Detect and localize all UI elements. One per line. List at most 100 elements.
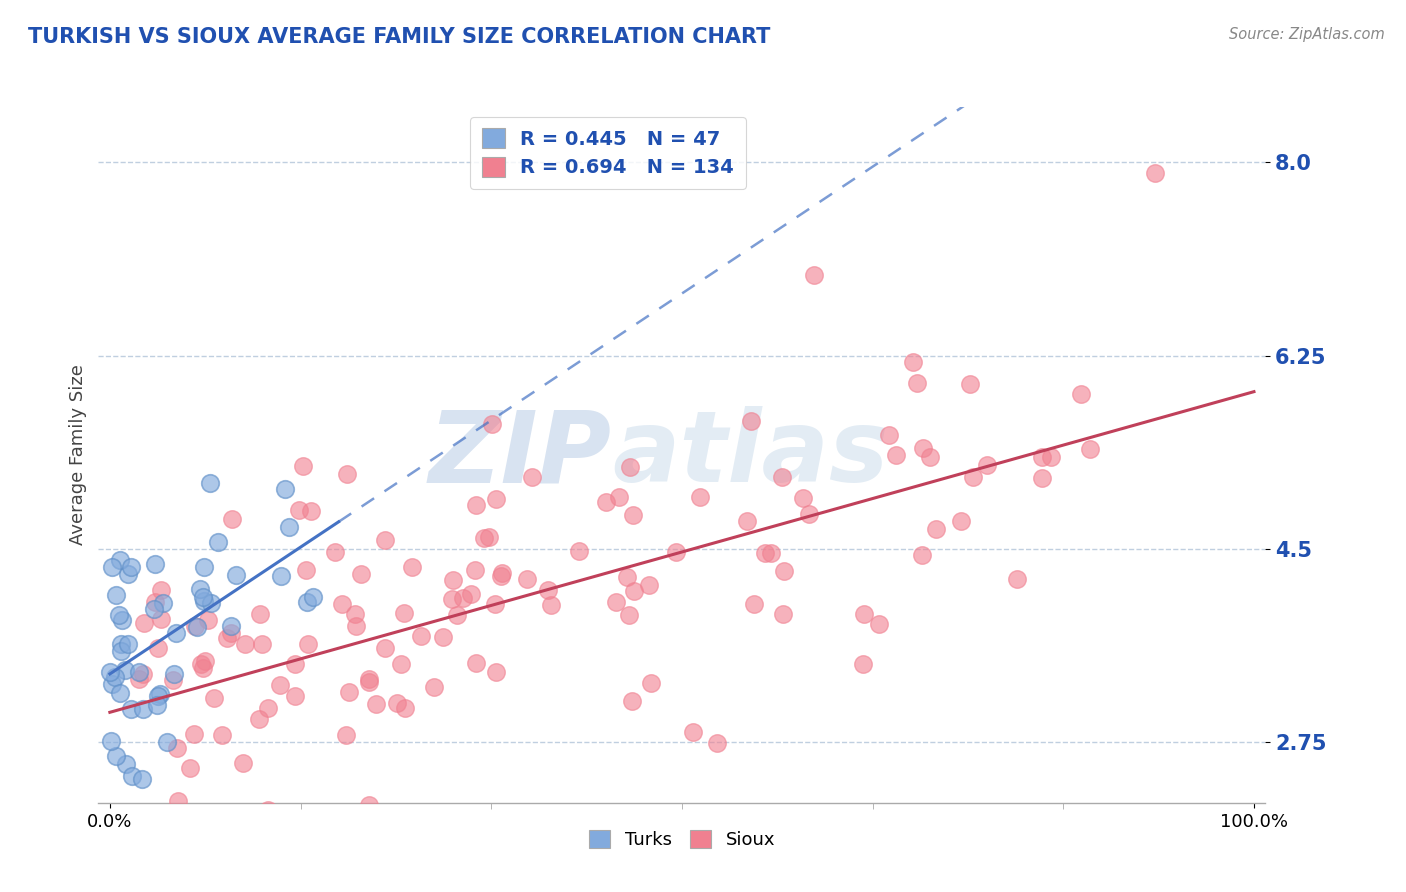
Point <box>186 620 208 634</box>
Point <box>374 641 396 656</box>
Point <box>1070 387 1092 401</box>
Point <box>350 567 373 582</box>
Point <box>392 606 415 620</box>
Point <box>911 442 934 456</box>
Point <box>194 654 217 668</box>
Point <box>411 629 433 643</box>
Point <box>111 613 134 627</box>
Point <box>108 686 131 700</box>
Point <box>179 761 201 775</box>
Point <box>287 503 309 517</box>
Point <box>278 520 301 534</box>
Point <box>299 504 322 518</box>
Point <box>374 533 396 547</box>
Point <box>143 557 166 571</box>
Point <box>270 568 292 582</box>
Point <box>520 470 543 484</box>
Point <box>665 545 688 559</box>
Point <box>1005 572 1028 586</box>
Point <box>163 667 186 681</box>
Point <box>689 491 711 505</box>
Point <box>225 568 247 582</box>
Point <box>297 637 319 651</box>
Point <box>191 590 214 604</box>
Point <box>344 619 367 633</box>
Point <box>884 449 907 463</box>
Point <box>478 530 501 544</box>
Point <box>1078 442 1101 456</box>
Point <box>132 667 155 681</box>
Point <box>105 749 128 764</box>
Point <box>516 572 538 586</box>
Point <box>389 657 412 671</box>
Point <box>640 676 662 690</box>
Y-axis label: Average Family Size: Average Family Size <box>69 365 87 545</box>
Point <box>302 591 325 605</box>
Point <box>770 470 793 484</box>
Point <box>918 450 941 465</box>
Point <box>221 512 243 526</box>
Point <box>193 660 215 674</box>
Point <box>257 803 280 817</box>
Point <box>460 587 482 601</box>
Point <box>754 546 776 560</box>
Point <box>1039 450 1062 465</box>
Legend: Turks, Sioux: Turks, Sioux <box>581 823 783 856</box>
Point <box>464 563 486 577</box>
Point <box>183 727 205 741</box>
Point <box>117 566 139 581</box>
Point <box>394 701 416 715</box>
Point <box>146 640 169 655</box>
Point <box>366 697 388 711</box>
Point <box>173 871 195 885</box>
Point <box>540 599 562 613</box>
Point <box>616 570 638 584</box>
Point <box>962 470 984 484</box>
Point <box>359 675 381 690</box>
Point <box>903 354 925 368</box>
Point <box>595 495 617 509</box>
Point <box>145 698 167 712</box>
Point <box>359 797 381 812</box>
Point <box>146 689 169 703</box>
Point <box>537 583 560 598</box>
Point <box>197 613 219 627</box>
Text: TURKISH VS SIOUX AVERAGE FAMILY SIZE CORRELATION CHART: TURKISH VS SIOUX AVERAGE FAMILY SIZE COR… <box>28 27 770 46</box>
Point <box>905 376 928 391</box>
Point <box>110 644 132 658</box>
Point <box>489 569 512 583</box>
Point <box>481 417 503 431</box>
Point <box>204 690 226 705</box>
Point <box>165 626 187 640</box>
Point <box>166 741 188 756</box>
Point <box>162 673 184 687</box>
Point <box>150 582 173 597</box>
Point <box>233 637 256 651</box>
Point <box>976 458 998 472</box>
Point <box>617 607 640 622</box>
Point <box>152 596 174 610</box>
Point <box>524 818 547 832</box>
Text: atlas: atlas <box>612 407 889 503</box>
Point <box>740 414 762 428</box>
Point <box>117 637 139 651</box>
Point <box>232 756 254 770</box>
Point <box>607 490 630 504</box>
Point <box>115 757 138 772</box>
Point <box>167 794 190 808</box>
Point <box>877 428 900 442</box>
Point <box>215 631 238 645</box>
Point <box>221 626 243 640</box>
Point <box>529 806 551 821</box>
Point <box>620 694 643 708</box>
Point <box>143 602 166 616</box>
Point <box>150 612 173 626</box>
Point <box>401 560 423 574</box>
Point <box>761 546 783 560</box>
Point <box>446 607 468 622</box>
Point <box>163 851 186 865</box>
Point <box>274 482 297 496</box>
Point <box>735 514 758 528</box>
Point <box>330 598 353 612</box>
Point <box>188 582 211 596</box>
